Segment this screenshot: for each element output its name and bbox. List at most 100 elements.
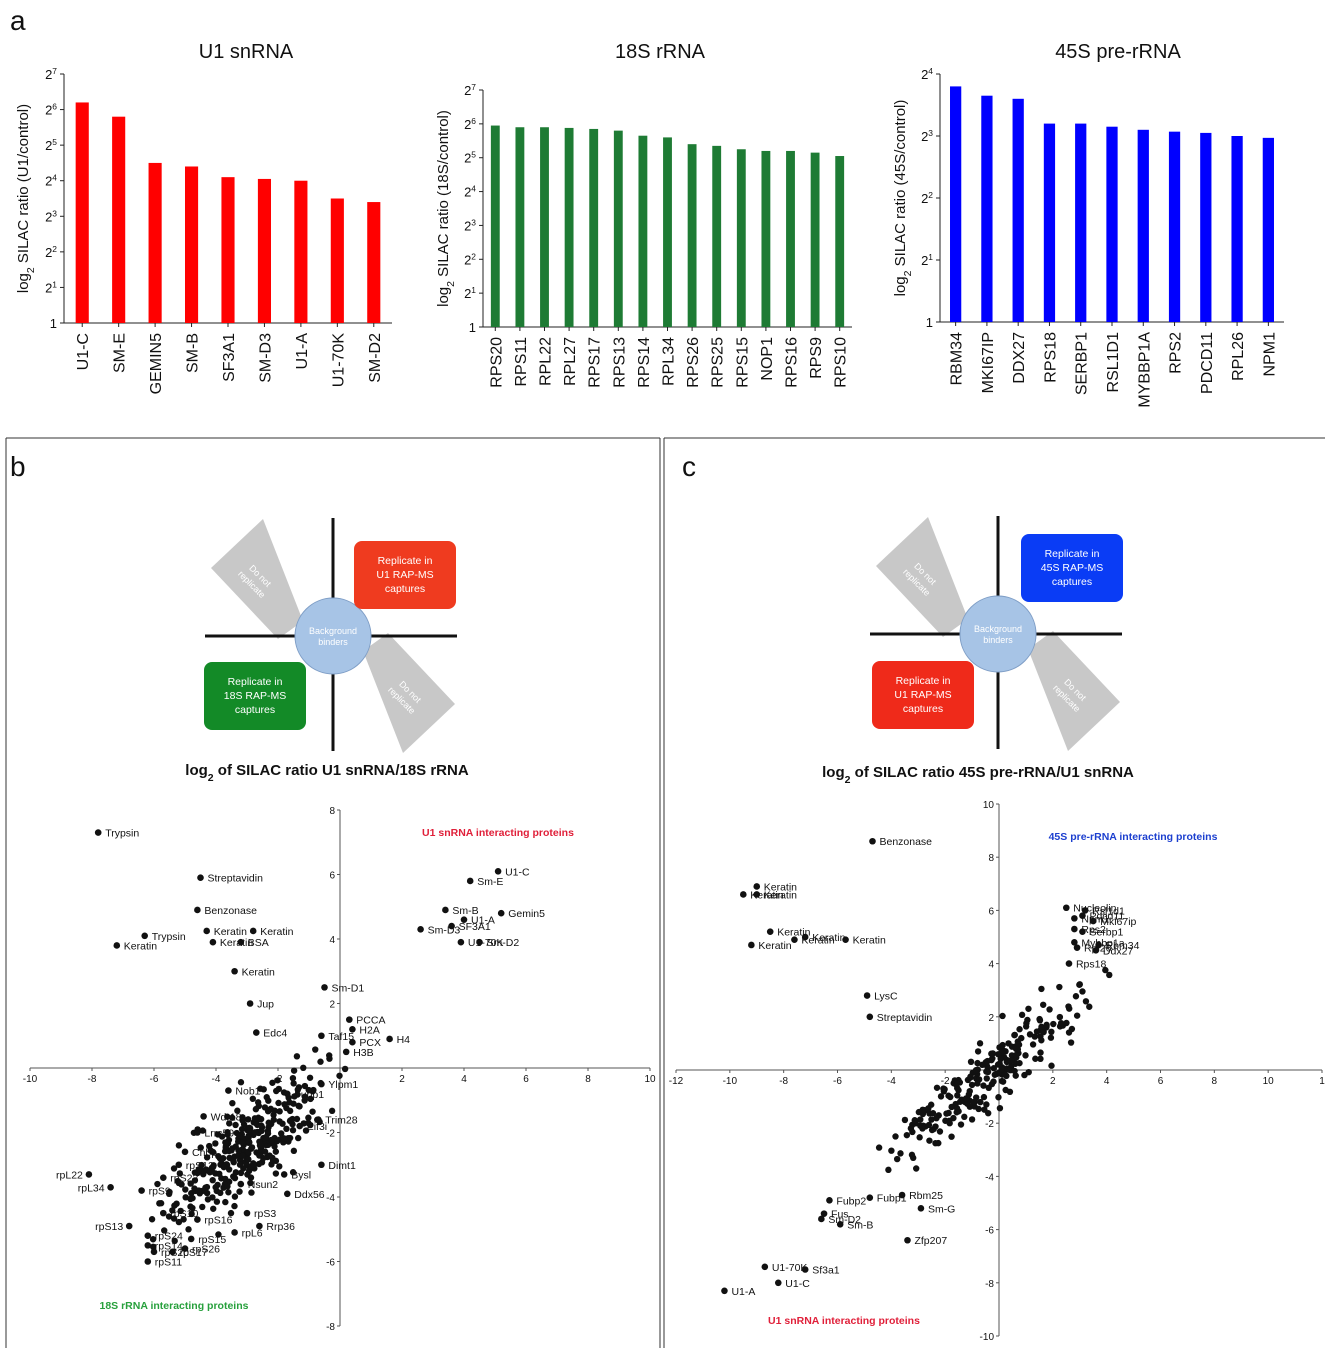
- bar-u1-c: [75, 102, 89, 323]
- x-tick-label: -4: [887, 1076, 896, 1087]
- background-point: [1038, 1037, 1045, 1044]
- background-point: [224, 1183, 231, 1190]
- background-point: [1076, 981, 1083, 988]
- background-point: [903, 1131, 911, 1139]
- x-tick-label: DDX27: [1011, 332, 1028, 384]
- do-not-replicate-shape: [876, 517, 968, 637]
- point-edc4: [252, 1029, 260, 1036]
- background-point: [966, 1103, 974, 1110]
- x-tick-label: U1-C: [75, 333, 92, 370]
- background-point: [929, 1110, 937, 1117]
- background-point: [154, 1180, 161, 1188]
- background-point: [926, 1137, 933, 1144]
- point-rps2: [1071, 925, 1078, 933]
- point-label: Rbm25: [909, 1190, 943, 1202]
- background-point: [936, 1128, 944, 1135]
- point-label: Rrp36: [266, 1221, 295, 1233]
- x-tick-label: 10: [1263, 1076, 1275, 1087]
- y-axis-label: log2 SILAC ratio (45S/control): [892, 100, 914, 297]
- point-label: rpS3: [254, 1208, 276, 1220]
- x-tick-label: RPS9: [808, 337, 825, 379]
- background-point: [252, 1106, 260, 1113]
- background-point: [225, 1189, 232, 1196]
- point-label: rpS24: [155, 1231, 183, 1243]
- point-label: Keratin: [750, 889, 783, 901]
- background-point: [227, 1209, 235, 1217]
- background-point: [180, 1216, 187, 1223]
- background-point: [1048, 1028, 1055, 1036]
- point-sf3a1: [448, 922, 455, 930]
- point-h4: [386, 1035, 393, 1043]
- background-point: [1106, 971, 1113, 979]
- background-point: [286, 1117, 294, 1125]
- background-point: [888, 1147, 895, 1154]
- point-nsun2: [237, 1180, 245, 1188]
- y-tick-label: 27: [464, 82, 476, 98]
- background-point: [239, 1152, 246, 1160]
- bar-sm-d3: [257, 178, 272, 323]
- background-point: [984, 1057, 991, 1065]
- background-point: [312, 1046, 319, 1053]
- background-point: [1065, 1029, 1073, 1036]
- background-point: [989, 1050, 997, 1057]
- replicate-box: [1021, 534, 1123, 602]
- background-point: [915, 1108, 923, 1116]
- x-tick-label: 2: [399, 1074, 405, 1085]
- background-point: [247, 1174, 255, 1181]
- point-rps16: [194, 1216, 201, 1223]
- background-point: [945, 1109, 952, 1117]
- point-label: Sf3a1: [812, 1265, 840, 1277]
- point-sm-g: [917, 1205, 925, 1212]
- point-eif3i: [296, 1122, 304, 1130]
- background-point: [220, 1163, 228, 1171]
- scatter-title: log2 of SILAC ratio 45S pre-rRNA/U1 snRN…: [822, 764, 1134, 786]
- x-tick-label: -2: [941, 1076, 950, 1087]
- background-point: [201, 1186, 208, 1194]
- quadrant-label: U1 snRNA interacting proteins: [422, 827, 574, 839]
- replicate-box-label: U1 RAP-MS: [376, 569, 433, 581]
- x-tick-label: -6: [833, 1076, 842, 1087]
- x-tick-label: RPS17: [587, 337, 604, 388]
- background-point: [222, 1198, 229, 1206]
- background-point: [230, 1173, 237, 1180]
- background-point: [302, 1127, 310, 1134]
- background-point: [188, 1210, 195, 1218]
- background-point: [897, 1150, 904, 1157]
- x-tick-label: RPL34: [661, 337, 678, 386]
- background-point: [157, 1200, 165, 1207]
- point-label: rpS23: [170, 1173, 198, 1185]
- replicate-box-label: U1 RAP-MS: [894, 689, 951, 701]
- point-u1-c: [774, 1279, 782, 1287]
- background-point: [1023, 1020, 1030, 1027]
- background-point: [1050, 1020, 1057, 1028]
- point-rps11: [144, 1258, 152, 1265]
- point-label: Rps18: [1076, 959, 1107, 971]
- point-label: U1-C: [505, 866, 530, 878]
- background-point: [965, 1091, 973, 1098]
- point-keratin: [231, 967, 238, 975]
- bar-mki67ip: [981, 95, 993, 322]
- point-keratin: [249, 927, 257, 935]
- point-lysc: [863, 992, 871, 999]
- background-point: [1037, 1049, 1044, 1056]
- point-label: Cnbp: [192, 1147, 217, 1159]
- point-label: U1-70K: [468, 937, 504, 949]
- background-point: [991, 1071, 998, 1078]
- point-sf3a1: [801, 1266, 809, 1273]
- y-tick-label: 24: [921, 66, 933, 82]
- background-point: [175, 1142, 183, 1149]
- replicate-box-label: captures: [1052, 576, 1092, 588]
- background-point: [893, 1155, 901, 1163]
- point-wdr18: [200, 1113, 207, 1120]
- background-point: [1026, 1031, 1034, 1038]
- background-point: [928, 1126, 936, 1134]
- background-point: [309, 1108, 316, 1115]
- replicate-box: [872, 661, 974, 729]
- y-tick-label: -2: [326, 1129, 335, 1140]
- background-point: [232, 1121, 239, 1129]
- bar-nop1: [761, 150, 771, 327]
- panel-label-a: a: [10, 5, 26, 36]
- background-point: [996, 1104, 1004, 1112]
